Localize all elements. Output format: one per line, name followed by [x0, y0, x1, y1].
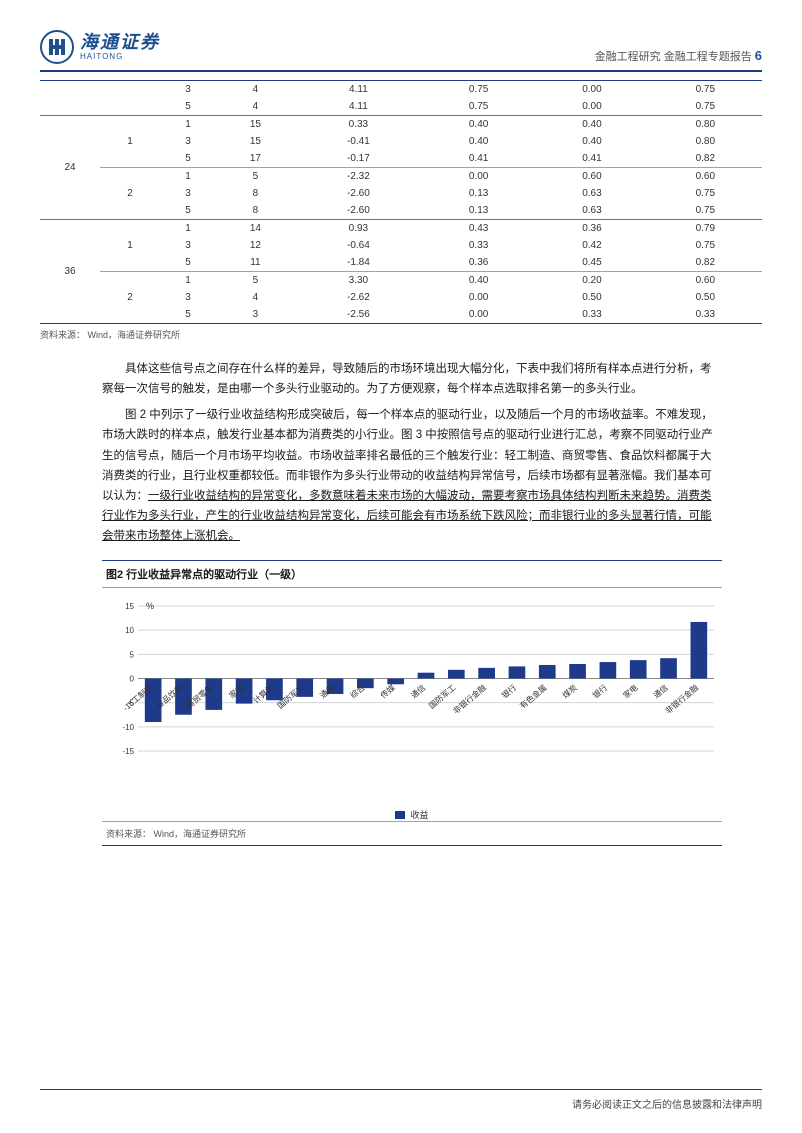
svg-text:通信: 通信 — [651, 682, 670, 700]
table-row: 2153.300.400.200.60 — [40, 272, 762, 290]
svg-text:0: 0 — [130, 675, 135, 684]
paragraph-2: 图 2 中列示了一级行业收益结构形成突破后，每一个样本点的驱动行业，以及随后一个… — [102, 405, 722, 546]
svg-text:-15: -15 — [122, 747, 134, 756]
table-row: 2411150.330.400.400.80 — [40, 116, 762, 134]
para2-pre: 图 2 中列示了一级行业收益结构形成突破后，每一个样本点的驱动行业，以及随后一个… — [102, 409, 713, 502]
svg-text:5: 5 — [130, 650, 135, 659]
header-title: 金融工程研究 金融工程专题报告 — [595, 51, 752, 63]
page-header: 海通证券 HAITONG 金融工程研究 金融工程专题报告 6 — [40, 30, 762, 72]
chart-legend: 收益 — [102, 808, 722, 821]
svg-text:%: % — [146, 601, 154, 611]
table-source: 资料来源： Wind，海通证券研究所 — [40, 328, 762, 341]
data-table: 344.110.750.000.75544.110.750.000.752411… — [40, 80, 762, 324]
page-number: 6 — [755, 48, 762, 63]
svg-text:非银行金融: 非银行金融 — [663, 682, 700, 715]
page-footer: 请务必阅读正文之后的信息披露和法律声明 — [40, 1089, 762, 1111]
logo-icon — [40, 30, 74, 64]
figure2-chart: -15-10-5051015%-15工制造食品饮料商贸零售家电计算机国防军工通信… — [102, 596, 722, 821]
logo-en-text: HAITONG — [80, 53, 160, 61]
table-row: 215-2.320.000.600.60 — [40, 168, 762, 186]
svg-text:煤炭: 煤炭 — [560, 682, 579, 700]
svg-text:家电: 家电 — [621, 682, 640, 700]
svg-text:有色金属: 有色金属 — [518, 682, 549, 710]
header-right: 金融工程研究 金融工程专题报告 6 — [595, 48, 762, 64]
figure2-source: 资料来源： Wind，海通证券研究所 — [102, 821, 722, 846]
figure2-caption: 图2 行业收益异常点的驱动行业（一级） — [102, 560, 722, 588]
table-row: 344.110.750.000.75 — [40, 81, 762, 99]
svg-text:传媒: 传媒 — [378, 682, 397, 700]
legend-swatch — [395, 811, 405, 819]
logo: 海通证券 HAITONG — [40, 30, 160, 64]
logo-cn-text: 海通证券 — [80, 33, 160, 51]
para2-underline: 一级行业收益结构的异常变化，多数意味着未来市场的大幅波动，需要考察市场具体结构判… — [102, 490, 712, 542]
legend-label: 收益 — [410, 808, 428, 821]
svg-text:银行: 银行 — [500, 682, 519, 700]
table-row: 3611140.930.430.360.79 — [40, 220, 762, 238]
paragraph-1: 具体这些信号点之间存在什么样的差异，导致随后的市场环境出现大幅分化，下表中我们将… — [102, 359, 722, 399]
svg-text:10: 10 — [125, 626, 134, 635]
svg-text:非银行金融: 非银行金融 — [451, 682, 488, 715]
svg-text:15: 15 — [125, 602, 134, 611]
svg-text:银行: 银行 — [590, 682, 609, 700]
svg-text:-10: -10 — [122, 723, 134, 732]
svg-text:通信: 通信 — [409, 682, 428, 700]
